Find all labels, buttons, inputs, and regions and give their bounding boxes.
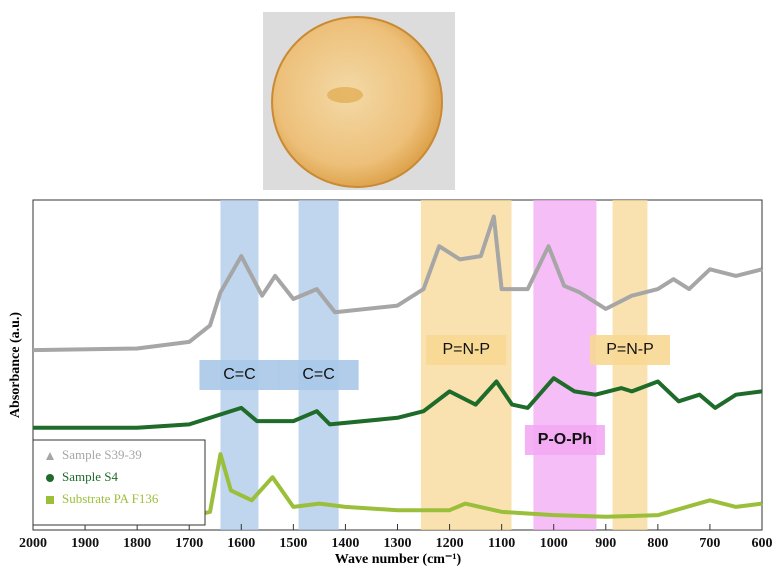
legend-label: Sample S4: [62, 469, 118, 484]
x-tick-label: 1700: [175, 536, 203, 551]
region-label: C=C: [223, 366, 255, 383]
x-tick-label: 1200: [436, 536, 464, 551]
x-tick-label: 600: [752, 536, 772, 551]
lines: [32, 214, 763, 523]
x-tick-label: 800: [647, 536, 668, 551]
x-tick-label: 700: [699, 536, 720, 551]
region-label: P-O-Ph: [538, 431, 592, 448]
x-tick-label: 2000: [19, 536, 47, 551]
region-label-bg: [589, 335, 670, 365]
x-tick-label: 1000: [540, 536, 568, 551]
x-tick-label: 1800: [123, 536, 151, 551]
ticks: 2000 1900 1800 1700 1600 1500 1400 1300 1200 1100…: [19, 524, 772, 551]
legend-label: Sample S39-39: [62, 447, 142, 462]
x-tick-label: 1600: [227, 536, 255, 551]
x-tick-label: 1900: [71, 536, 99, 551]
legend-box: [32, 439, 206, 526]
series-line: [32, 214, 763, 353]
region-label: P=N-P: [606, 341, 654, 358]
legend-marker: [46, 474, 54, 482]
region-label-bg: [199, 360, 280, 390]
region-label-bg: [524, 425, 605, 455]
region-label: P=N-P: [442, 341, 490, 358]
region-label-bg: [426, 335, 507, 365]
x-tick-label: 1100: [488, 536, 515, 551]
sample-photo: [263, 12, 455, 190]
x-tick-label: 900: [595, 536, 616, 551]
x-tick-label: 1500: [279, 536, 307, 551]
y-axis-label: Absorbance (a.u.): [8, 312, 23, 419]
x-tick-label: 1400: [331, 536, 359, 551]
legend: Sample S39-39 Sample S4 Substrate PA F136: [32, 439, 206, 526]
legend-marker: [46, 452, 54, 460]
region-band: [533, 200, 597, 530]
x-tick-label: 1300: [384, 536, 412, 551]
legend-label: Substrate PA F136: [62, 491, 159, 506]
legend-marker: [46, 496, 54, 504]
region-label: C=C: [302, 366, 334, 383]
series-line: [33, 452, 763, 523]
x-axis-label: Wave number (cm⁻¹): [335, 552, 462, 567]
series-line: [33, 376, 763, 430]
region-label-bg: [278, 360, 359, 390]
